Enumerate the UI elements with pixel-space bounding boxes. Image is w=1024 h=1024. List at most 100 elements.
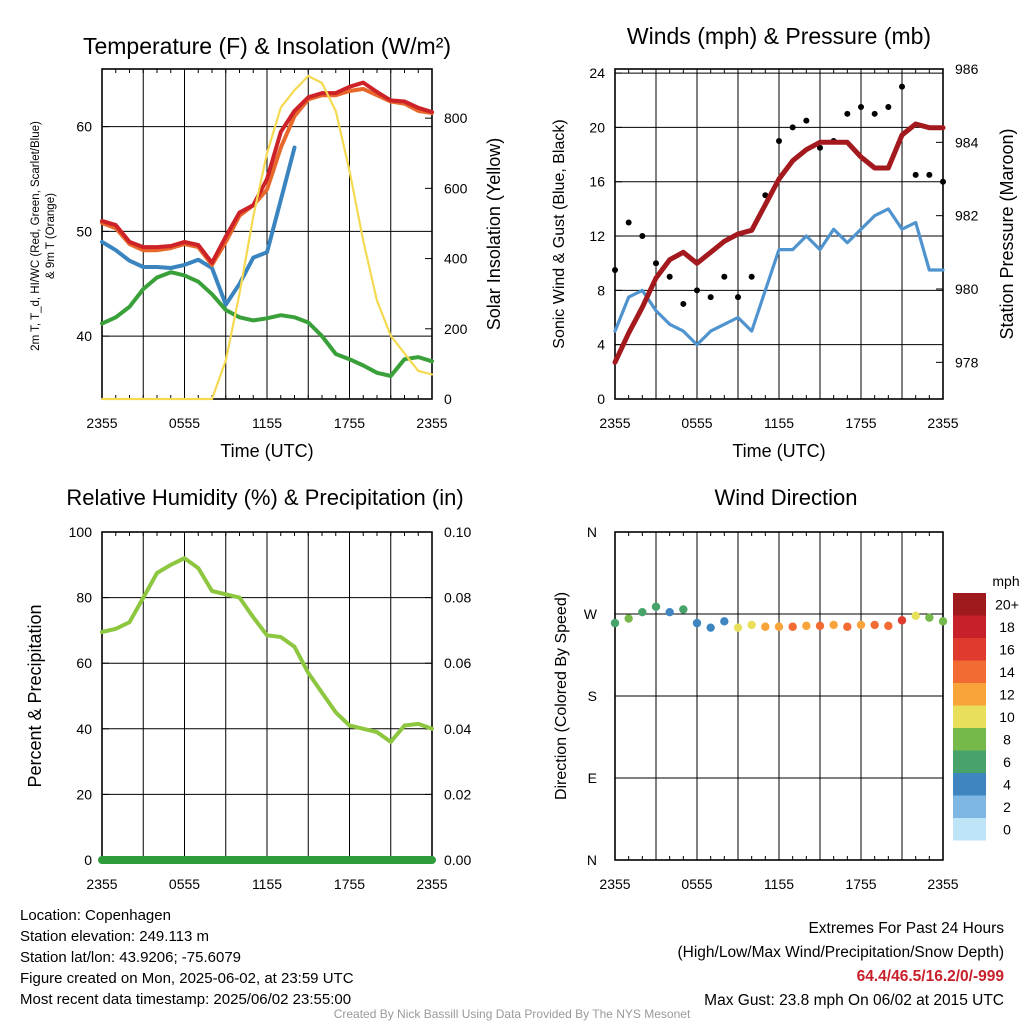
x-tick-label: 1755 (845, 876, 876, 892)
direction-point (815, 621, 825, 631)
x-tick-label: 2355 (599, 415, 630, 431)
chart-title: Winds (mph) & Pressure (mb) (627, 23, 931, 49)
y-tick-label: E (588, 770, 597, 786)
x-tick-label: 2355 (86, 415, 117, 431)
chart-panel-1: 2355 0555 1155 1755 23554050600200400600800T… (30, 33, 504, 461)
x-tick-label: 2355 (86, 876, 117, 892)
gust-point (748, 273, 755, 280)
legend-swatch (953, 638, 986, 661)
direction-point (802, 621, 811, 631)
y-tick-label: 4 (597, 337, 605, 353)
direction-point (665, 607, 674, 617)
dewpoint-line (100, 270, 434, 378)
insolation-line (100, 74, 434, 401)
extremes-title: Extremes For Past 24 Hours (808, 920, 1004, 937)
y2-tick-label: 0.10 (444, 524, 471, 540)
y2-axis-label: Station Pressure (Maroon) (997, 128, 1017, 339)
gust-point (803, 117, 810, 124)
legend-swatch (953, 615, 986, 638)
legend-label: 20+ (995, 596, 1019, 612)
x-tick-label: 0555 (681, 415, 712, 431)
direction-point (733, 623, 743, 632)
x-tick-label: 2355 (416, 415, 447, 431)
y-tick-label: 40 (76, 328, 92, 344)
legend-label: 2 (1003, 799, 1011, 815)
gust-point (789, 124, 796, 131)
direction-point (638, 607, 647, 617)
direction-point (651, 602, 661, 611)
legend-swatch (953, 818, 986, 841)
gust-point (776, 137, 782, 144)
y-tick-label: 80 (76, 590, 92, 606)
y-axis-label-line2: & 9m T (Orange) (45, 193, 57, 279)
x-tick-label: 2355 (927, 415, 958, 431)
y2-tick-label: 0.06 (444, 655, 471, 671)
gust-point (844, 110, 851, 117)
y2-tick-label: 0 (444, 391, 452, 407)
x-tick-label: 0555 (169, 415, 200, 431)
legend-swatch (953, 750, 986, 773)
direction-point (774, 622, 784, 631)
x-tick-label: 1155 (764, 876, 794, 892)
y-tick-label: 24 (589, 65, 605, 81)
y-tick-label: 0 (597, 391, 605, 407)
y2-tick-label: 0.08 (444, 590, 471, 606)
legend-label: 18 (999, 619, 1015, 635)
direction-point (706, 623, 715, 632)
direction-point (761, 622, 770, 631)
station-info: Location: Copenhagen Station elevation: … (20, 905, 354, 1010)
legend-title: mph (992, 573, 1019, 589)
y-tick-label: 60 (76, 655, 92, 671)
gust-point (639, 233, 646, 240)
y2-tick-label: 600 (444, 180, 468, 196)
legend-swatch (953, 728, 986, 751)
x-tick-label: 2355 (416, 876, 447, 892)
y2-tick-label: 400 (444, 251, 468, 267)
direction-point (884, 621, 893, 631)
legend-label: 0 (1003, 821, 1011, 837)
speed-legend: mph 20+ 18 16 14 12 10 8 6 4 2 0 (953, 573, 1020, 841)
y-axis-label: Sonic Wind & Gust (Blue, Black) (551, 119, 568, 348)
direction-point (720, 617, 729, 626)
created-text: Figure created on Mon, 2025-06-02, at 23… (20, 970, 354, 987)
max-gust-text: Max Gust: 23.8 mph On 06/02 at 2015 UTC (704, 992, 1004, 1009)
x-axis-label: Time (UTC) (732, 441, 825, 461)
y-axis-label: Percent & Precipitation (25, 604, 45, 787)
location-text: Location: Copenhagen (20, 907, 171, 924)
extremes-values: 64.4/46.5/16.2/0/-999 (856, 968, 1004, 985)
chart-panel-2: 2355 0555 1155 1755 2355 0 4 8 12 16 20 24 978 980 982… (551, 23, 1017, 461)
x-tick-label: 2355 (599, 876, 630, 892)
y2-tick-label: 0.02 (444, 786, 471, 802)
gust-point (707, 294, 714, 301)
direction-point (856, 620, 866, 630)
y-axis-label: Direction (Colored By Speed) (553, 592, 570, 800)
gust-point (899, 83, 905, 90)
gust-point (735, 294, 741, 301)
direction-point (911, 611, 920, 621)
chart-title: Relative Humidity (%) & Precipitation (i… (66, 485, 463, 510)
y-axis-label: 2m T, T_d, HI/WC (Red, Green, Scarlet/Bl… (30, 121, 42, 351)
y-tick-label: 20 (76, 786, 92, 802)
x-tick-label: 1755 (334, 876, 365, 892)
gust-point (694, 287, 700, 294)
x-tick-label: 2355 (927, 876, 958, 892)
x-tick-label: 1155 (764, 415, 794, 431)
direction-point (624, 614, 633, 623)
y2-tick-label: 978 (955, 354, 979, 370)
direction-point (870, 620, 879, 630)
credit-text: Created By Nick Bassill Using Data Provi… (333, 1007, 691, 1021)
legend-label: 10 (999, 709, 1015, 725)
y-tick-label: 100 (69, 524, 93, 540)
x-axis-label: Time (UTC) (220, 441, 313, 461)
direction-point (843, 622, 852, 631)
legend-label: 4 (1003, 776, 1011, 792)
y2-tick-label: 0.04 (444, 721, 471, 737)
direction-point (788, 622, 797, 631)
x-tick-label: 0555 (169, 876, 200, 892)
direction-point (925, 613, 934, 622)
gust-point (885, 104, 892, 111)
y-tick-label: 8 (597, 282, 605, 298)
y-tick-label: 40 (76, 721, 92, 737)
